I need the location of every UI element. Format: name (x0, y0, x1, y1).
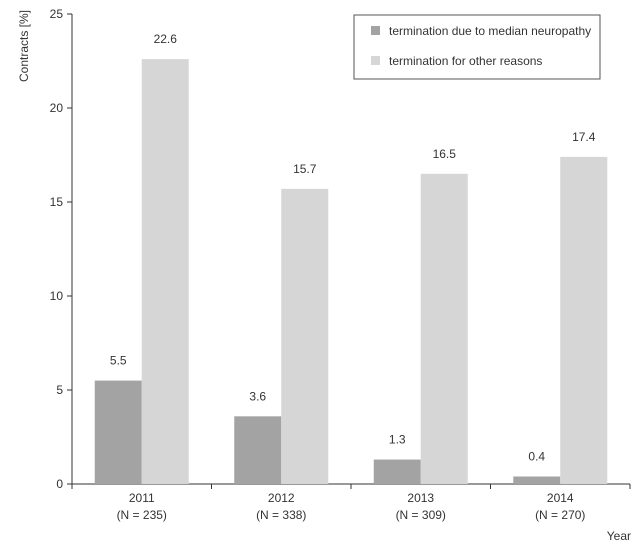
data-label: 3.6 (249, 389, 266, 403)
y-tick-label: 5 (56, 383, 63, 397)
legend: termination due to median neuropathy term… (353, 14, 601, 80)
x-axis: 2011 (N = 235) 2012 (N = 338) 2013 (N = 309) 2… (71, 483, 631, 522)
data-label: 15.7 (293, 162, 317, 176)
bar-series-1 (373, 459, 421, 484)
x-tick-label-year: 2011 (129, 491, 155, 505)
y-axis-title: Contracts [%] (17, 10, 31, 82)
bar-series-1 (234, 416, 282, 484)
bars (94, 59, 608, 485)
legend-label: termination due to median neuropathy (389, 24, 591, 38)
y-tick-label: 10 (50, 289, 64, 303)
bar-series-2 (281, 188, 329, 484)
bar-series-2 (141, 59, 189, 485)
bar-series-1 (94, 380, 142, 484)
data-label: 1.3 (389, 433, 406, 447)
data-labels: 5.5 22.6 3.6 15.7 1.3 16.5 0.4 17.4 (110, 32, 596, 463)
x-tick-label-year: 2013 (407, 491, 434, 505)
x-axis-title: Year (607, 529, 631, 543)
data-label: 16.5 (433, 147, 457, 161)
legend-label: termination for other reasons (389, 54, 542, 68)
y-axis: 0 5 10 15 20 25 (50, 7, 73, 491)
data-label: 0.4 (528, 449, 545, 463)
x-tick-label-n: (N = 235) (117, 508, 167, 522)
y-tick-label: 0 (56, 477, 63, 491)
data-label: 17.4 (572, 130, 596, 144)
data-label: 5.5 (110, 354, 127, 368)
bar-series-2 (420, 173, 468, 485)
x-tick-label-n: (N = 309) (396, 508, 446, 522)
x-tick-label-year: 2014 (547, 491, 574, 505)
legend-swatch (371, 26, 380, 35)
legend-swatch (371, 56, 380, 65)
y-tick-label: 25 (50, 7, 64, 21)
y-tick-label: 15 (50, 195, 64, 209)
bar-series-1 (513, 476, 561, 484)
data-label: 22.6 (154, 32, 178, 46)
x-tick-label-n: (N = 270) (535, 508, 585, 522)
x-tick-label-year: 2012 (268, 491, 295, 505)
legend-box (353, 14, 601, 80)
bar-series-2 (560, 156, 608, 484)
y-tick-label: 20 (50, 101, 64, 115)
x-tick-label-n: (N = 338) (256, 508, 306, 522)
